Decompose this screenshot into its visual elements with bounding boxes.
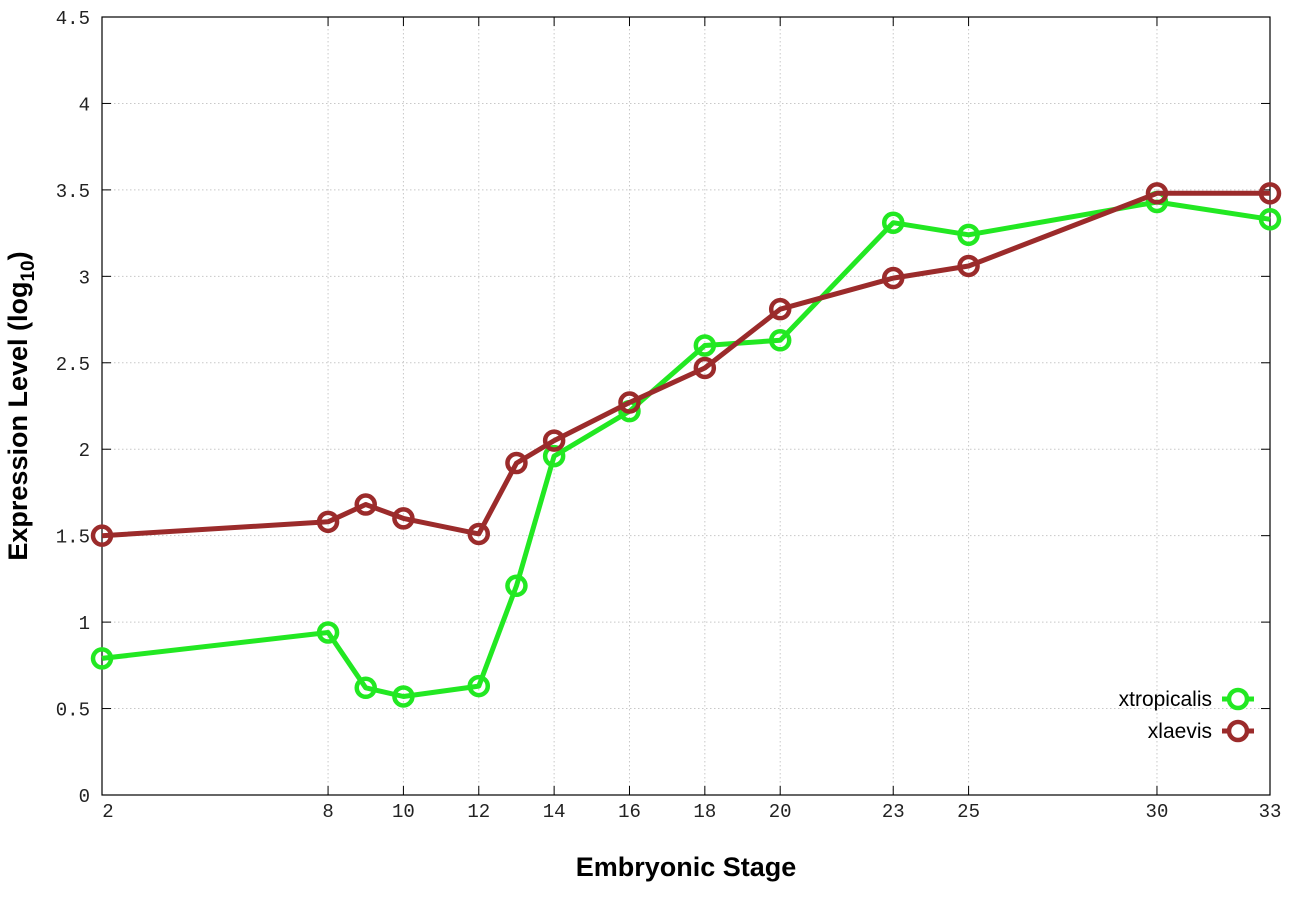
y-tick-label: 1.5 <box>56 527 90 549</box>
x-tick-label: 2 <box>102 801 113 823</box>
x-tick-label: 16 <box>618 801 641 823</box>
data-point-xtropicalis <box>467 674 491 698</box>
data-point-xlaevis <box>768 297 792 321</box>
legend-swatch-marker-xtropicalis <box>1226 687 1250 711</box>
x-tick-label: 18 <box>693 801 716 823</box>
data-point-xlaevis <box>505 451 528 475</box>
y-tick-label: 3 <box>79 267 90 289</box>
plot-frame <box>101 16 1271 796</box>
data-point-xtropicalis <box>957 223 980 247</box>
y-axis-title: Expression Level (log10) <box>3 251 39 560</box>
data-point-xtropicalis <box>542 444 566 468</box>
x-tick-label: 12 <box>467 801 490 823</box>
x-tick-label: 33 <box>1259 801 1282 823</box>
data-point-xlaevis <box>467 522 491 546</box>
data-point-xtropicalis <box>693 334 717 357</box>
axis-ticks: 2 8 10 12 14 16 18 20 23 25 30 33 0 0.5 1 1.5 2 2.5 3 3.5 4 4… <box>56 8 1282 823</box>
data-point-xlaevis <box>542 429 566 452</box>
y-tick-label: 2.5 <box>56 354 90 376</box>
data-point-xtropicalis <box>881 211 905 234</box>
y-tick-label: 4.5 <box>56 8 90 30</box>
legend: xtropicalis xlaevis <box>1119 687 1254 743</box>
data-point-xlaevis <box>957 254 980 278</box>
data-point-xtropicalis <box>1258 208 1282 231</box>
y-tick-label: 1 <box>79 613 90 635</box>
x-tick-label: 14 <box>543 801 566 823</box>
data-point-xtropicalis <box>354 676 377 700</box>
y-axis-title-close: ) <box>3 251 33 260</box>
data-point-xlaevis <box>1258 182 1282 205</box>
data-point-xlaevis <box>392 507 415 530</box>
y-tick-label: 0 <box>79 786 90 808</box>
y-tick-label: 2 <box>79 440 90 462</box>
series-line-xtropicalis <box>101 199 1271 699</box>
data-point-xlaevis <box>881 266 905 290</box>
y-tick-label: 0.5 <box>56 700 90 722</box>
series-group <box>90 182 1282 708</box>
x-tick-label: 23 <box>882 801 905 823</box>
data-point-xtropicalis <box>768 329 792 352</box>
legend-label-xtropicalis: xtropicalis <box>1119 688 1212 711</box>
legend-swatch-marker-xlaevis <box>1226 719 1250 743</box>
data-point-xlaevis <box>1145 182 1169 205</box>
data-point-xlaevis <box>354 493 377 516</box>
data-point-xtropicalis <box>90 647 114 670</box>
data-point-xlaevis <box>693 356 717 380</box>
data-point-xtropicalis <box>505 574 528 598</box>
data-point-xtropicalis <box>316 621 340 644</box>
data-point-xlaevis <box>618 391 641 414</box>
x-tick-label: 30 <box>1146 801 1169 823</box>
data-point-xlaevis <box>316 510 340 534</box>
x-axis-title: Embryonic Stage <box>576 852 797 882</box>
data-point-xlaevis <box>90 524 114 547</box>
y-axis-title-main: Expression Level (log <box>3 282 33 561</box>
y-axis-title-subscript: 10 <box>18 260 39 281</box>
x-tick-label: 10 <box>392 801 415 823</box>
grid-lines <box>102 17 1270 795</box>
y-tick-label: 4 <box>79 94 90 116</box>
y-tick-label: 3.5 <box>56 181 90 203</box>
x-tick-label: 8 <box>322 801 333 823</box>
x-tick-label: 25 <box>957 801 980 823</box>
legend-label-xlaevis: xlaevis <box>1148 720 1212 743</box>
series-line-xlaevis <box>101 190 1270 539</box>
data-point-xtropicalis <box>392 685 415 708</box>
x-tick-label: 20 <box>769 801 792 823</box>
